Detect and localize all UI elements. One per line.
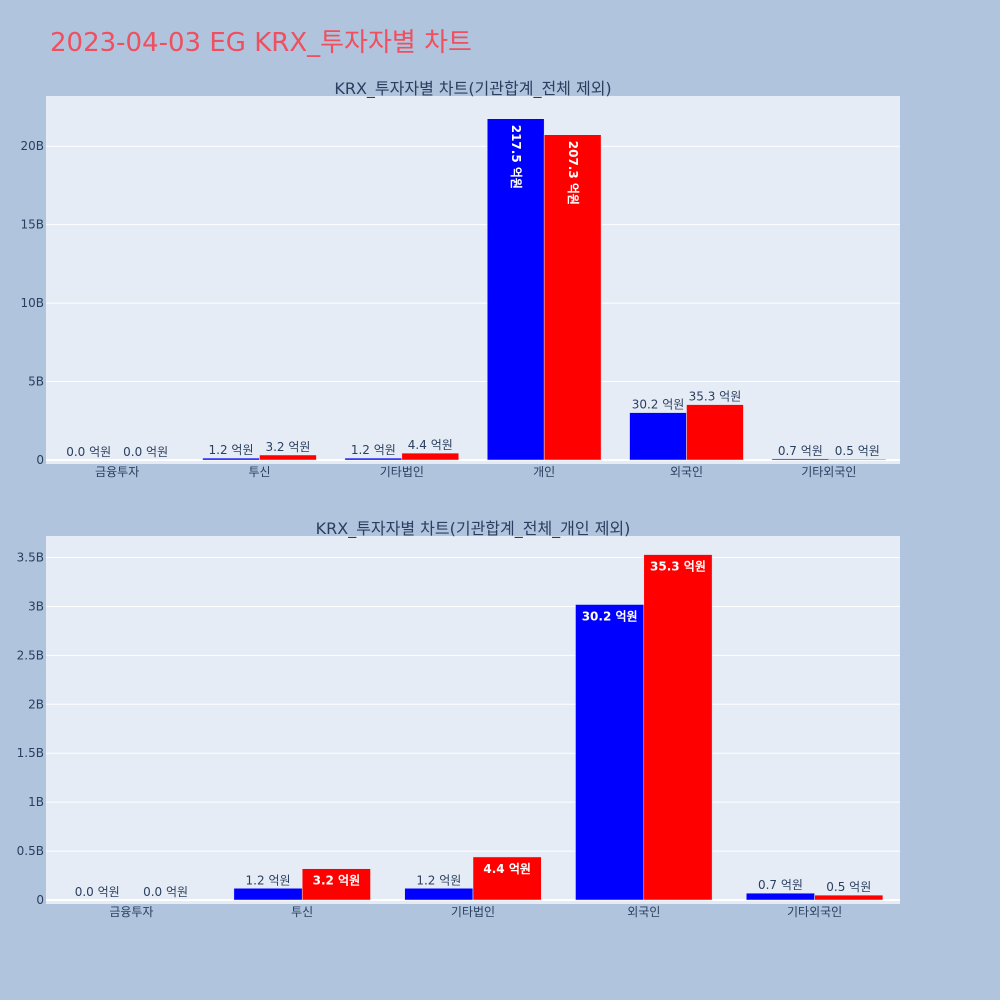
y-tick-label: 0: [36, 453, 44, 467]
data-label: 4.4 억원: [483, 862, 531, 876]
data-label: 1.2 억원: [416, 873, 461, 887]
data-label: 3.2 억원: [313, 874, 361, 888]
y-tick-label: 1.5B: [17, 746, 44, 760]
bar: [259, 454, 317, 461]
x-tick-label: 금융투자: [109, 905, 153, 919]
data-label: 35.3 억원: [650, 560, 706, 574]
data-label: 1.2 억원: [246, 873, 291, 887]
plot-background: [46, 536, 900, 904]
x-tick-label: 기타외국인: [801, 465, 856, 479]
data-label: 217.5 억원: [509, 125, 523, 189]
bar: [344, 457, 403, 461]
x-tick-label: 금융투자: [95, 465, 139, 479]
bar: [575, 604, 645, 901]
x-tick-label: 외국인: [670, 465, 703, 479]
bar: [814, 894, 884, 901]
data-label: 0.7 억원: [778, 444, 823, 458]
y-tick-label: 3.5B: [17, 551, 44, 565]
y-tick-label: 20B: [20, 139, 44, 153]
bar: [401, 452, 460, 461]
data-label: 0.0 억원: [123, 445, 168, 459]
data-label: 3.2 억원: [265, 440, 310, 454]
bar: [404, 888, 474, 901]
chart-excluding-individuals: KRX_투자자별 차트(기관합계_전체_개인 제외) 0 0.5B 1B 1.5B 2B…: [17, 519, 900, 919]
data-label: 0.0 억원: [75, 885, 120, 899]
y-tick-label: 10B: [20, 296, 44, 310]
data-label: 0.0 억원: [66, 445, 111, 459]
chart-all-investors: KRX_투자자별 차트(기관합계_전체 제외) 0 5B 10B 15B 20B 금융투자…: [20, 79, 900, 479]
chart-title: KRX_투자자별 차트(기관합계_전체 제외): [334, 79, 611, 99]
x-tick-label: 개인: [533, 465, 555, 479]
y-tick-label: 2B: [28, 697, 44, 711]
bar: [771, 458, 830, 461]
bar: [643, 554, 713, 901]
x-tick-label: 외국인: [627, 905, 660, 919]
data-label: 0.5 억원: [826, 880, 871, 894]
data-label: 0.7 억원: [758, 878, 803, 892]
page-title: 2023-04-03 EG KRX_투자자별 차트: [50, 28, 472, 58]
y-tick-label: 1B: [28, 795, 44, 809]
data-label: 0.0 억원: [143, 885, 188, 899]
data-label: 4.4 억원: [408, 438, 453, 452]
x-tick-label: 기타법인: [380, 465, 424, 479]
plot-background: [46, 96, 900, 464]
bar: [301, 868, 371, 901]
bar: [202, 457, 260, 461]
bar: [472, 856, 542, 901]
bar: [746, 892, 815, 901]
y-tick-label: 15B: [20, 218, 44, 232]
data-label: 207.3 억원: [566, 141, 580, 205]
y-tick-label: 3B: [28, 599, 44, 613]
data-label: 1.2 억원: [351, 443, 396, 457]
bar: [486, 118, 545, 461]
bar: [686, 404, 744, 461]
y-tick-label: 0: [36, 893, 44, 907]
data-label: 30.2 억원: [582, 609, 638, 623]
data-label: 1.2 억원: [209, 443, 254, 457]
chart-title: KRX_투자자별 차트(기관합계_전체_개인 제외): [316, 519, 631, 539]
y-tick-label: 0.5B: [17, 844, 44, 858]
bar: [828, 458, 887, 461]
data-label: 35.3 억원: [689, 390, 742, 404]
data-label: 0.5 억원: [835, 444, 880, 458]
bar: [629, 412, 687, 461]
y-tick-label: 5B: [28, 375, 44, 389]
x-tick-label: 투신: [291, 905, 313, 919]
y-tick-label: 2.5B: [17, 648, 44, 662]
x-tick-label: 기타외국인: [787, 905, 842, 919]
x-tick-label: 기타법인: [451, 905, 495, 919]
x-tick-label: 투신: [248, 465, 270, 479]
bar: [233, 888, 303, 901]
data-label: 30.2 억원: [632, 398, 685, 412]
bar: [543, 134, 602, 461]
